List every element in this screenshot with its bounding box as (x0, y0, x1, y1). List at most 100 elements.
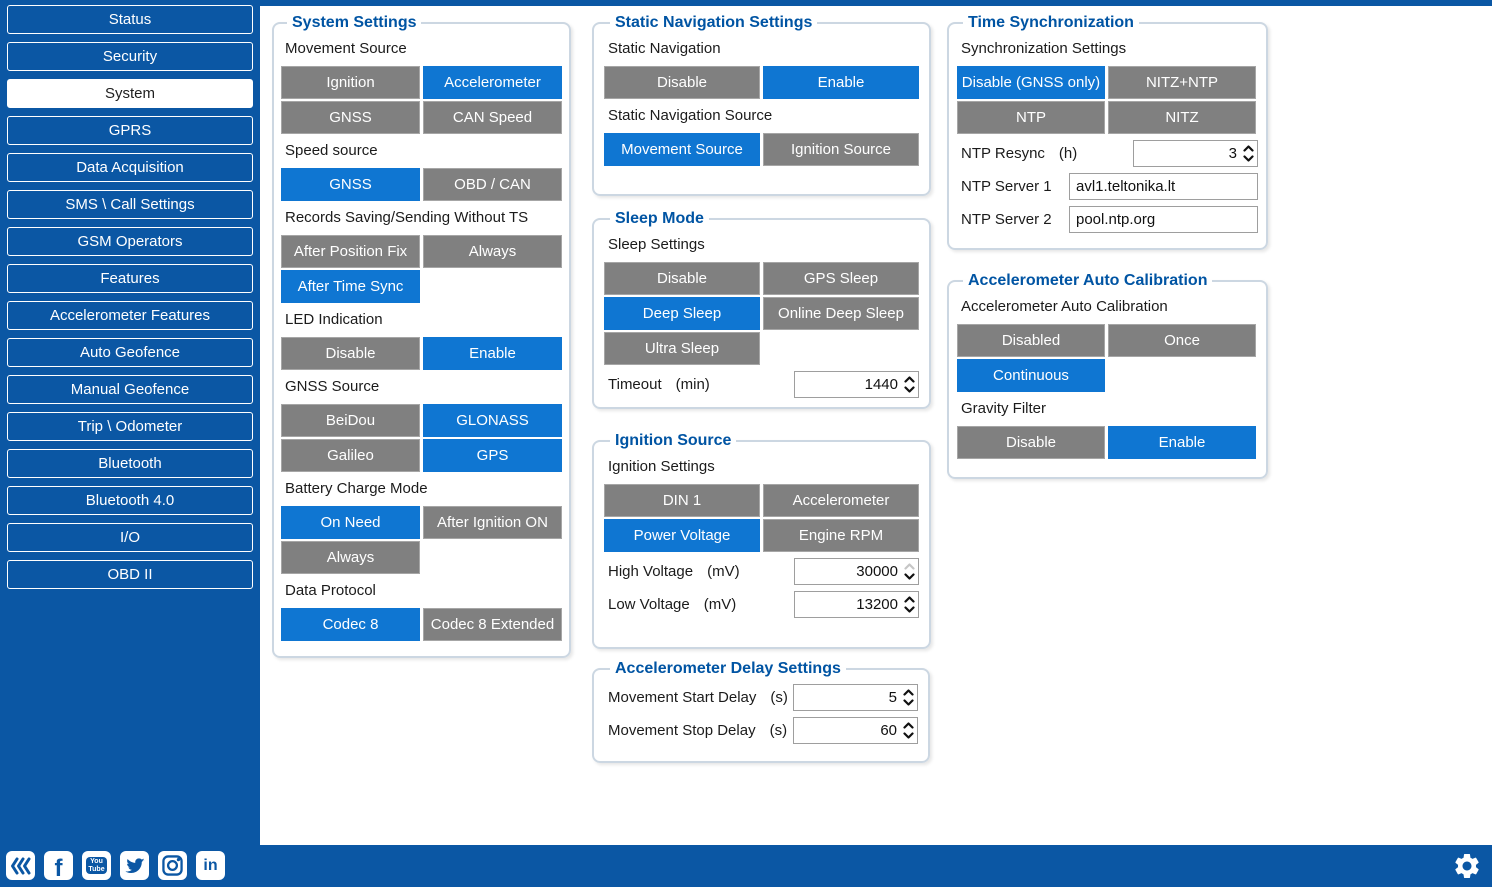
toggle-records-after-time-sync[interactable]: After Time Sync (281, 270, 420, 303)
toggle-gnss-beidou[interactable]: BeiDou (281, 404, 420, 437)
timeout-input[interactable] (795, 372, 918, 397)
toggle-staticnav-disable[interactable]: Disable (604, 66, 760, 99)
toggle-sleep-online-deep[interactable]: Online Deep Sleep (763, 297, 919, 330)
twitter-icon[interactable] (120, 851, 149, 880)
toggle-led-disable[interactable]: Disable (281, 337, 420, 370)
spin-down-icon[interactable] (1243, 155, 1254, 162)
toggle-protocol-codec8-extended[interactable]: Codec 8 Extended (423, 608, 562, 641)
toggle-autocal-disabled[interactable]: Disabled (957, 324, 1105, 357)
movement-start-delay-input[interactable] (794, 685, 917, 710)
movement-stop-delay-input[interactable] (794, 718, 917, 743)
sidebar-item-gsm-operators[interactable]: GSM Operators (7, 227, 253, 256)
instagram-icon[interactable] (158, 851, 187, 880)
spin-up-icon[interactable] (904, 596, 915, 603)
toggle-records-after-position-fix[interactable]: After Position Fix (281, 235, 420, 268)
ntp-server1-input[interactable] (1069, 173, 1258, 200)
high-voltage-input[interactable] (795, 559, 918, 584)
high-voltage-label: High Voltage (608, 563, 694, 580)
toggle-sync-disable-gnss-only[interactable]: Disable (GNSS only) (957, 66, 1105, 99)
ntp-resync-spinner[interactable] (1133, 140, 1258, 167)
toggle-staticnav-source-movement[interactable]: Movement Source (604, 133, 760, 166)
sidebar-item-obd-ii[interactable]: OBD II (7, 560, 253, 589)
toggle-movement-gnss[interactable]: GNSS (281, 101, 420, 134)
sidebar-item-trip-odometer[interactable]: Trip \ Odometer (7, 412, 253, 441)
toggle-sleep-deep[interactable]: Deep Sleep (604, 297, 760, 330)
toggle-movement-ignition[interactable]: Ignition (281, 66, 420, 99)
toggle-ignition-power-voltage[interactable]: Power Voltage (604, 519, 760, 552)
toggle-battery-on-need[interactable]: On Need (281, 506, 420, 539)
toggle-speed-gnss[interactable]: GNSS (281, 168, 420, 201)
sidebar-item-security[interactable]: Security (7, 42, 253, 71)
toggle-sync-ntp[interactable]: NTP (957, 101, 1105, 134)
spin-up-icon[interactable] (904, 376, 915, 383)
movement-stop-delay-unit: (s) (769, 722, 788, 739)
sidebar-item-status[interactable]: Status (7, 5, 253, 34)
toggle-speed-obd-can[interactable]: OBD / CAN (423, 168, 562, 201)
settings-gear-icon[interactable] (1452, 851, 1482, 881)
toggle-autocal-once[interactable]: Once (1108, 324, 1256, 357)
group-label-static-navigation-source: Static Navigation Source (608, 107, 773, 124)
toggle-sync-nitz-ntp[interactable]: NITZ+NTP (1108, 66, 1256, 99)
collapse-sidebar-icon[interactable] (6, 851, 35, 880)
group-label-gravity-filter: Gravity Filter (961, 400, 1047, 417)
static-navigation-source-group: Movement Source Ignition Source (604, 133, 919, 166)
sidebar-item-auto-geofence[interactable]: Auto Geofence (7, 338, 253, 367)
toggle-sleep-gps[interactable]: GPS Sleep (763, 262, 919, 295)
toggle-ignition-din1[interactable]: DIN 1 (604, 484, 760, 517)
toggle-gravity-enable[interactable]: Enable (1108, 426, 1256, 459)
toggle-sleep-disable[interactable]: Disable (604, 262, 760, 295)
spin-down-icon[interactable] (904, 386, 915, 393)
toggle-staticnav-enable[interactable]: Enable (763, 66, 919, 99)
toggle-gnss-galileo[interactable]: Galileo (281, 439, 420, 472)
toggle-records-always[interactable]: Always (423, 235, 562, 268)
spin-up-icon[interactable] (903, 722, 914, 729)
spin-down-icon[interactable] (903, 699, 914, 706)
sidebar-item-bluetooth-40[interactable]: Bluetooth 4.0 (7, 486, 253, 515)
toggle-sync-nitz[interactable]: NITZ (1108, 101, 1256, 134)
toggle-protocol-codec8[interactable]: Codec 8 (281, 608, 420, 641)
sidebar-item-accelerometer-features[interactable]: Accelerometer Features (7, 301, 253, 330)
group-label-ignition-settings: Ignition Settings (608, 458, 715, 475)
high-voltage-spinner[interactable] (794, 558, 919, 585)
toggle-movement-can-speed[interactable]: CAN Speed (423, 101, 562, 134)
sidebar-item-features[interactable]: Features (7, 264, 253, 293)
low-voltage-row: Low Voltage (mV) (604, 591, 919, 618)
toggle-sleep-ultra[interactable]: Ultra Sleep (604, 332, 760, 365)
spin-up-icon[interactable] (903, 689, 914, 696)
toggle-gnss-glonass[interactable]: GLONASS (423, 404, 562, 437)
sidebar-item-sms-call-settings[interactable]: SMS \ Call Settings (7, 190, 253, 219)
movement-stop-delay-spinner[interactable] (793, 717, 918, 744)
toggle-battery-always[interactable]: Always (281, 541, 420, 574)
toggle-gravity-disable[interactable]: Disable (957, 426, 1105, 459)
spin-down-icon[interactable] (904, 573, 915, 580)
facebook-icon[interactable]: f (44, 851, 73, 880)
spin-down-icon[interactable] (903, 732, 914, 739)
toggle-ignition-engine-rpm[interactable]: Engine RPM (763, 519, 919, 552)
ntp-resync-input[interactable] (1134, 141, 1257, 166)
toggle-staticnav-source-ignition[interactable]: Ignition Source (763, 133, 919, 166)
spin-up-icon[interactable] (1243, 145, 1254, 152)
low-voltage-spinner[interactable] (794, 591, 919, 618)
toggle-movement-accelerometer[interactable]: Accelerometer (423, 66, 562, 99)
toggle-battery-after-ignition-on[interactable]: After Ignition ON (423, 506, 562, 539)
sidebar-item-bluetooth[interactable]: Bluetooth (7, 449, 253, 478)
sidebar-item-system[interactable]: System (7, 79, 253, 108)
toggle-gnss-gps[interactable]: GPS (423, 439, 562, 472)
sidebar-item-io[interactable]: I/O (7, 523, 253, 552)
youtube-icon[interactable]: You Tube (82, 851, 111, 880)
toggle-ignition-accelerometer[interactable]: Accelerometer (763, 484, 919, 517)
auto-calibration-group: Disabled Once Continuous (957, 324, 1258, 392)
toggle-autocal-continuous[interactable]: Continuous (957, 359, 1105, 392)
youtube-line1: You (90, 858, 103, 865)
timeout-spinner[interactable] (794, 371, 919, 398)
sidebar-item-data-acquisition[interactable]: Data Acquisition (7, 153, 253, 182)
movement-start-delay-spinner[interactable] (793, 684, 918, 711)
linkedin-icon[interactable]: in (196, 851, 225, 880)
ntp-server2-input[interactable] (1069, 206, 1258, 233)
sidebar-item-gprs[interactable]: GPRS (7, 116, 253, 145)
spin-up-icon[interactable] (904, 563, 915, 570)
toggle-led-enable[interactable]: Enable (423, 337, 562, 370)
spin-down-icon[interactable] (904, 606, 915, 613)
sidebar-item-manual-geofence[interactable]: Manual Geofence (7, 375, 253, 404)
low-voltage-input[interactable] (795, 592, 918, 617)
